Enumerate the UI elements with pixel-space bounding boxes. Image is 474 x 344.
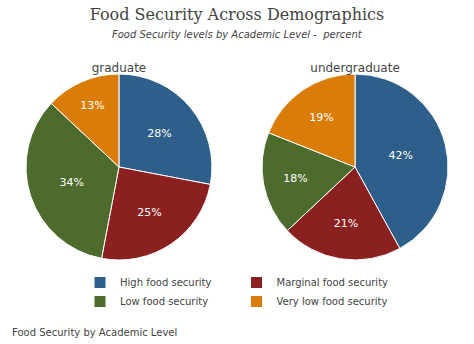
svg-text:Low food security: Low food security <box>120 296 208 307</box>
svg-text:34%: 34% <box>60 176 84 189</box>
svg-text:21%: 21% <box>334 217 358 230</box>
svg-text:Food Security Across Demograph: Food Security Across Demographics <box>90 5 385 24</box>
svg-text:graduate: graduate <box>92 61 147 75</box>
svg-text:28%: 28% <box>147 127 171 140</box>
svg-text:undergraduate: undergraduate <box>310 61 400 75</box>
svg-text:Marginal food security: Marginal food security <box>277 277 389 288</box>
svg-text:19%: 19% <box>309 111 333 124</box>
svg-text:18%: 18% <box>283 172 307 185</box>
svg-text:25%: 25% <box>137 206 161 219</box>
svg-text:13%: 13% <box>80 99 104 112</box>
svg-text:High food security: High food security <box>120 277 211 288</box>
svg-text:Very low food security: Very low food security <box>277 296 388 307</box>
svg-text:42%: 42% <box>389 149 413 162</box>
svg-text:Food Security by Academic Leve: Food Security by Academic Level <box>12 327 177 338</box>
svg-text:Food Security levels by Academ: Food Security levels by Academic Level -… <box>112 29 363 40</box>
